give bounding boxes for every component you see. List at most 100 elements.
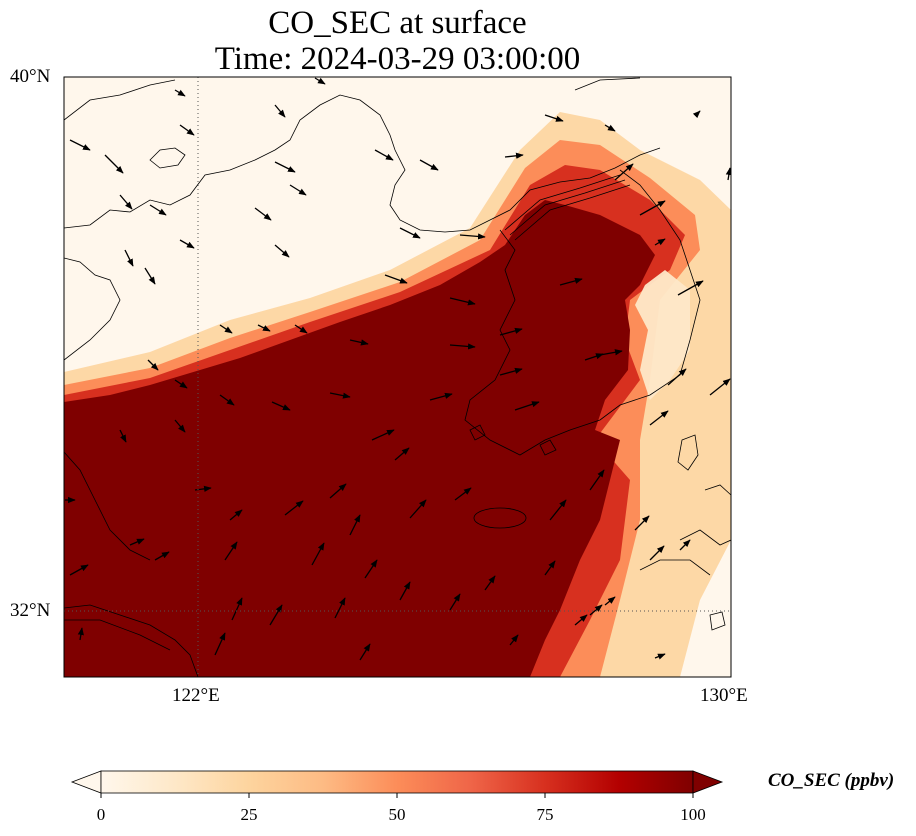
wind-arrow bbox=[154, 551, 170, 561]
wind-arrow bbox=[69, 139, 91, 151]
wind-arrow bbox=[374, 149, 394, 161]
wind-arrow bbox=[509, 634, 519, 646]
wind-arrow bbox=[329, 483, 347, 499]
lat-tick-32: 32°N bbox=[10, 600, 51, 621]
wind-arrow bbox=[144, 267, 156, 285]
colorbar-tick-label: 75 bbox=[536, 805, 554, 824]
lon-tick-130: 130°E bbox=[700, 685, 748, 706]
wind-arrow bbox=[544, 560, 556, 576]
plume-gap bbox=[635, 270, 690, 400]
wind-arrow bbox=[147, 359, 159, 371]
wind-arrow bbox=[77, 627, 84, 641]
wind-arrow bbox=[219, 324, 233, 334]
wind-arrow bbox=[214, 632, 226, 656]
wind-arrow bbox=[269, 604, 283, 626]
wind-arrow bbox=[574, 614, 588, 626]
wind-arrow bbox=[254, 207, 272, 221]
wind-arrow bbox=[454, 487, 472, 501]
colorbar-tick-label: 25 bbox=[240, 805, 258, 824]
wind-arrow bbox=[649, 410, 669, 426]
wind-arrow bbox=[329, 392, 351, 399]
map-title-line1: CO_SEC at surface bbox=[268, 5, 527, 41]
wind-arrow bbox=[692, 110, 701, 119]
wind-arrow bbox=[219, 394, 235, 406]
wind-arrow bbox=[359, 643, 371, 661]
coastlines bbox=[64, 77, 731, 677]
map-title-line2: Time: 2024-03-29 03:00:00 bbox=[214, 41, 581, 77]
wind-arrow bbox=[174, 419, 186, 433]
wind-vectors bbox=[65, 77, 731, 661]
wind-arrow bbox=[174, 379, 188, 389]
wind-arrow bbox=[271, 401, 291, 411]
wind-arrow bbox=[274, 161, 296, 173]
wind-arrow bbox=[679, 539, 691, 551]
wind-arrow bbox=[224, 541, 238, 561]
wind-arrow bbox=[419, 159, 439, 171]
wind-arrow bbox=[394, 447, 410, 461]
map-plot bbox=[63, 76, 732, 678]
wind-arrow bbox=[284, 500, 304, 516]
co-sec-plume bbox=[64, 112, 731, 677]
wind-arrow bbox=[334, 597, 346, 619]
wind-arrow bbox=[399, 581, 411, 601]
wind-arrow bbox=[484, 575, 496, 591]
wind-arrow bbox=[371, 429, 395, 441]
wind-arrow bbox=[69, 564, 89, 576]
wind-arrow bbox=[294, 324, 308, 334]
wind-arrow bbox=[274, 104, 286, 118]
wind-arrow bbox=[559, 277, 583, 286]
wind-arrow bbox=[549, 499, 567, 521]
colorbar-extend-min bbox=[70, 770, 102, 794]
wind-arrow bbox=[104, 154, 124, 174]
wind-arrow bbox=[449, 343, 476, 350]
wind-arrow bbox=[231, 597, 243, 621]
wind-arrow bbox=[634, 515, 650, 531]
wind-arrow bbox=[449, 297, 476, 306]
wind-arrow bbox=[349, 514, 361, 536]
wind-arrow bbox=[667, 368, 687, 386]
wind-arrow bbox=[119, 194, 133, 210]
wind-arrow bbox=[449, 593, 461, 611]
wind-arrow bbox=[649, 545, 665, 561]
wind-arrow bbox=[504, 152, 524, 159]
wind-arrow bbox=[179, 124, 195, 136]
wind-arrow bbox=[311, 542, 325, 566]
wind-arrow bbox=[229, 509, 243, 521]
wind-arrow bbox=[174, 89, 186, 97]
wind-arrow bbox=[179, 239, 195, 249]
colorbar-tick-label: 0 bbox=[96, 805, 106, 824]
wind-arrow bbox=[274, 244, 290, 258]
wind-arrow bbox=[544, 114, 564, 122]
wind-arrow bbox=[459, 233, 486, 240]
colorbar-gradient bbox=[100, 770, 694, 794]
wind-arrow bbox=[709, 378, 731, 396]
colorbar-tick-label: 50 bbox=[388, 805, 406, 824]
wind-arrow bbox=[499, 327, 523, 336]
wind-arrow bbox=[257, 324, 271, 332]
lat-tick-40: 40°N bbox=[10, 66, 51, 87]
wind-arrow bbox=[129, 538, 145, 546]
wind-arrow bbox=[725, 167, 731, 181]
wind-arrow bbox=[677, 280, 704, 296]
wind-arrow bbox=[589, 604, 603, 616]
wind-arrow bbox=[289, 184, 307, 196]
wind-arrow bbox=[149, 204, 167, 216]
lon-tick-122: 122°E bbox=[172, 685, 220, 706]
colorbar-tick-label: 100 bbox=[680, 805, 706, 824]
colorbar-tickmarks bbox=[100, 793, 694, 798]
wind-arrow bbox=[124, 249, 134, 267]
wind-arrow bbox=[604, 596, 616, 606]
wind-arrow bbox=[429, 392, 453, 401]
wind-arrow bbox=[614, 163, 634, 181]
wind-arrow bbox=[399, 227, 421, 239]
wind-arrow bbox=[364, 559, 378, 579]
wind-arrow bbox=[654, 238, 666, 246]
wind-arrow bbox=[384, 274, 408, 284]
wind-arrow bbox=[409, 499, 427, 519]
wind-arrow bbox=[499, 367, 523, 376]
wind-arrow bbox=[654, 653, 666, 660]
wind-arrow bbox=[589, 469, 605, 491]
plume-core bbox=[64, 200, 655, 677]
wind-arrow bbox=[119, 429, 127, 443]
